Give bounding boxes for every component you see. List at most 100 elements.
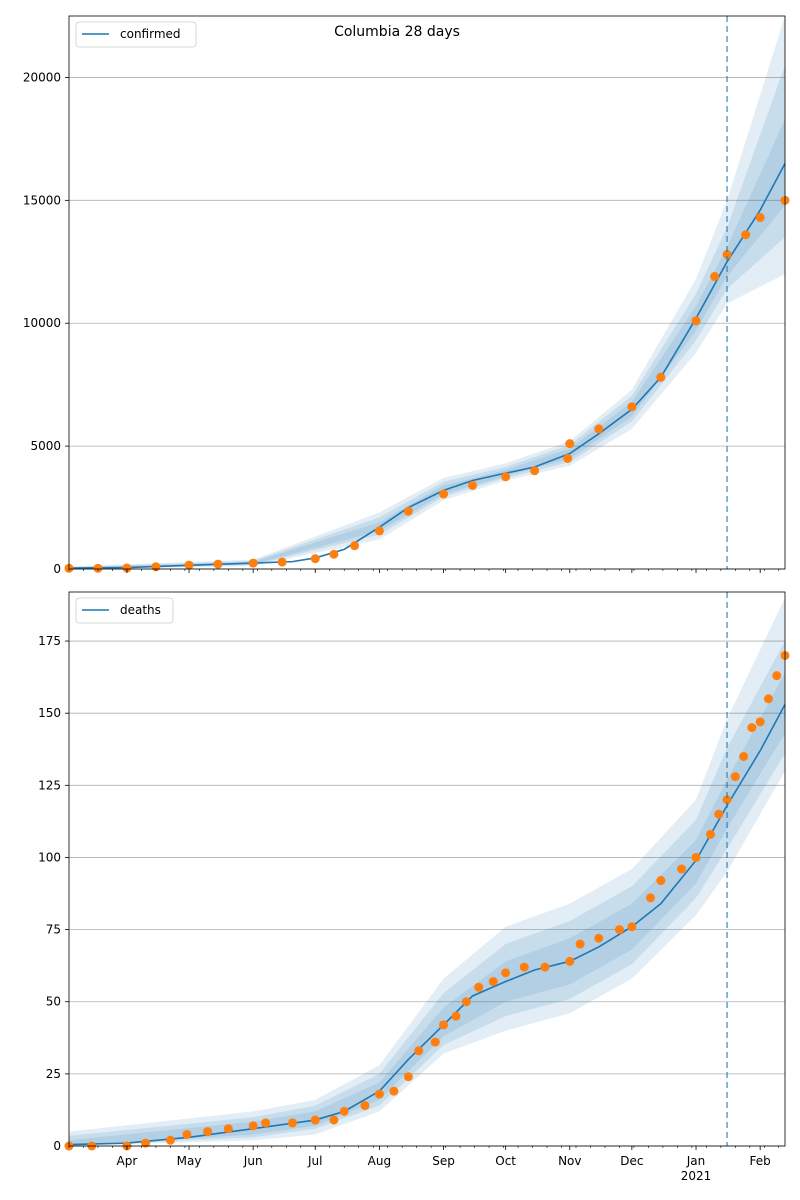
observed-point bbox=[184, 560, 194, 570]
observed-point bbox=[614, 925, 624, 935]
x-tick-label: May bbox=[177, 1154, 202, 1168]
observed-point bbox=[439, 1020, 449, 1030]
observed-point bbox=[261, 1118, 271, 1128]
observed-point bbox=[575, 939, 585, 949]
observed-point bbox=[374, 526, 384, 536]
figure-title: Columbia 28 days bbox=[334, 24, 460, 40]
observed-point bbox=[594, 424, 604, 434]
observed-point bbox=[739, 751, 749, 761]
observed-point bbox=[755, 717, 765, 727]
observed-point bbox=[656, 876, 666, 886]
model-line bbox=[68, 704, 786, 1146]
observed-point bbox=[350, 541, 360, 551]
y-tick-label: 10000 bbox=[23, 316, 61, 330]
legend-box bbox=[75, 21, 197, 48]
observed-point bbox=[403, 506, 413, 516]
observed-point bbox=[287, 1118, 297, 1128]
uncertainty-band bbox=[69, 16, 785, 569]
y-tick-label: 15000 bbox=[23, 193, 61, 207]
observed-point bbox=[501, 968, 511, 978]
y-tick-label: 125 bbox=[38, 778, 61, 792]
observed-point bbox=[730, 772, 740, 782]
y-tick-label: 100 bbox=[38, 850, 61, 864]
legend-label: confirmed bbox=[120, 27, 181, 41]
observed-point bbox=[165, 1135, 175, 1145]
model-line bbox=[68, 163, 786, 569]
x-tick-label: Oct bbox=[495, 1154, 516, 1168]
observed-point bbox=[223, 1124, 233, 1134]
observed-point bbox=[310, 1115, 320, 1125]
observed-point bbox=[93, 563, 103, 573]
observed-point bbox=[182, 1129, 192, 1139]
observed-point bbox=[141, 1138, 151, 1148]
x-tick-label: Aug bbox=[368, 1154, 391, 1168]
observed-point bbox=[706, 829, 716, 839]
observed-point bbox=[277, 557, 287, 567]
y-tick-label: 0 bbox=[53, 562, 61, 576]
observed-point bbox=[530, 466, 540, 476]
observed-point bbox=[329, 549, 339, 559]
observed-point bbox=[360, 1101, 370, 1111]
observed-point bbox=[468, 480, 478, 490]
y-tick-label: 50 bbox=[46, 995, 61, 1009]
observed-point bbox=[430, 1037, 440, 1047]
observed-point bbox=[519, 962, 529, 972]
uncertainty-band bbox=[69, 672, 785, 1146]
x-tick-label: Apr bbox=[117, 1154, 138, 1168]
x-tick-label: Nov bbox=[558, 1154, 581, 1168]
y-tick-label: 150 bbox=[38, 706, 61, 720]
observed-point bbox=[310, 554, 320, 564]
y-tick-label: 25 bbox=[46, 1067, 61, 1081]
observed-point bbox=[691, 852, 701, 862]
y-tick-label: 175 bbox=[38, 634, 61, 648]
observed-point bbox=[722, 249, 732, 259]
uncertainty-band bbox=[69, 641, 785, 1146]
observed-point bbox=[248, 1121, 258, 1131]
observed-point bbox=[389, 1086, 399, 1096]
observed-point bbox=[772, 671, 782, 681]
x-tick-label: Jan bbox=[686, 1154, 706, 1168]
observed-point bbox=[439, 489, 449, 499]
observed-point bbox=[461, 997, 471, 1007]
y-tick-label: 5000 bbox=[30, 439, 61, 453]
observed-point bbox=[339, 1106, 349, 1116]
observed-point bbox=[329, 1115, 339, 1125]
observed-point bbox=[627, 402, 637, 412]
observed-point bbox=[763, 694, 773, 704]
observed-point bbox=[213, 559, 223, 569]
observed-point bbox=[656, 372, 666, 382]
x-tick-label: Jun bbox=[243, 1154, 263, 1168]
deaths-chart: 0 25 50 75 100 125 150 175 Apr May Jun Jul Aug Sep Oct… bbox=[38, 591, 790, 1183]
observed-point bbox=[594, 933, 604, 943]
legend: confirmed bbox=[75, 21, 197, 48]
observed-point bbox=[474, 982, 484, 992]
axes-frame bbox=[68, 15, 786, 570]
legend-label: deaths bbox=[120, 603, 161, 617]
observed-point bbox=[540, 962, 550, 972]
observed-point bbox=[755, 213, 765, 223]
observed-point bbox=[645, 893, 655, 903]
observed-point bbox=[403, 1072, 413, 1082]
observed-point bbox=[741, 230, 751, 240]
uncertainty-band bbox=[69, 597, 785, 1146]
legend-box bbox=[75, 597, 174, 624]
x-tick-label: Dec bbox=[620, 1154, 643, 1168]
observed-point bbox=[565, 439, 575, 449]
observed-point bbox=[488, 977, 498, 987]
y-tick-label: 0 bbox=[53, 1139, 61, 1153]
y-tick-label: 20000 bbox=[23, 70, 61, 84]
observed-point bbox=[565, 956, 575, 966]
axes-frame bbox=[68, 591, 786, 1147]
observed-point bbox=[122, 563, 132, 573]
observed-point bbox=[248, 558, 258, 568]
y-tick-label: 75 bbox=[46, 923, 61, 937]
observed-point bbox=[414, 1046, 424, 1056]
legend: deaths bbox=[75, 597, 174, 624]
observed-point bbox=[710, 272, 720, 282]
confirmed-chart: 0 5000 10000 15000 20000 confirmed bbox=[23, 15, 790, 576]
observed-point bbox=[722, 795, 732, 805]
observed-point bbox=[677, 864, 687, 874]
observed-point bbox=[563, 453, 573, 463]
observed-point bbox=[203, 1127, 213, 1137]
